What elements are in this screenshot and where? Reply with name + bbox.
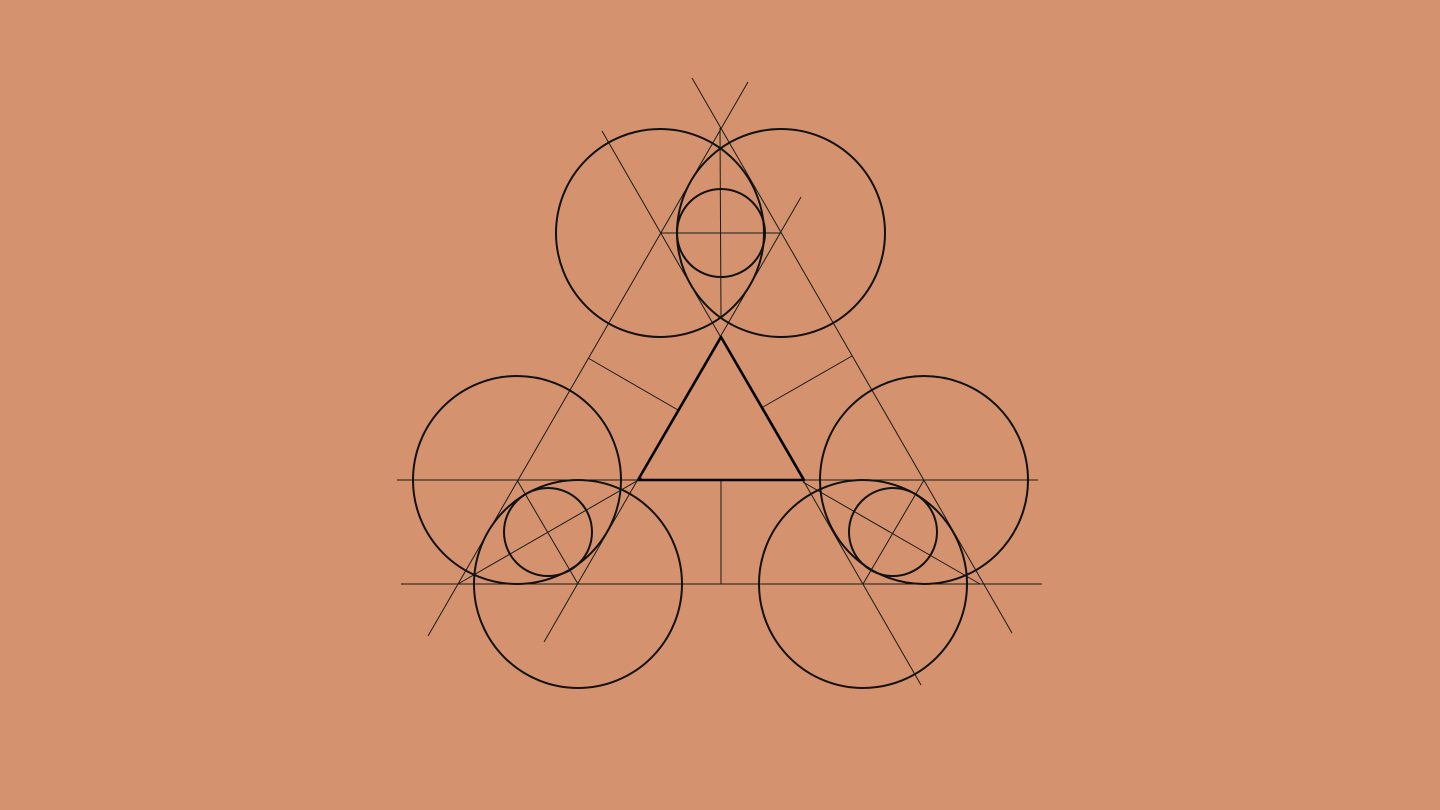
vertical-guide-top xyxy=(719,127,722,319)
construction-lines xyxy=(397,77,1042,686)
circle-bottom-left-lower-large xyxy=(473,479,683,689)
circle-bottom-right-upper-large xyxy=(819,375,1029,585)
diagonal-left-outer xyxy=(427,81,749,637)
diagonal-bottom-left-a xyxy=(457,477,643,585)
perpendicular-left xyxy=(587,357,679,411)
diagonal-bottom-right-a xyxy=(802,481,981,585)
diagonal-right-outer xyxy=(691,77,1013,634)
central-triangle xyxy=(636,335,806,482)
circle-top-small xyxy=(676,188,766,278)
circle-bottom-right-lower-large xyxy=(758,479,968,689)
diagonal-bottom-left-b xyxy=(516,479,579,585)
circle-bottom-left-upper-large xyxy=(412,375,622,585)
circle-bottom-left-small xyxy=(503,487,593,577)
circle-bottom-right-small xyxy=(848,487,938,577)
diagonal-bottom-right-b xyxy=(862,479,925,585)
circles xyxy=(412,128,1029,689)
perpendicular-right xyxy=(762,355,853,408)
